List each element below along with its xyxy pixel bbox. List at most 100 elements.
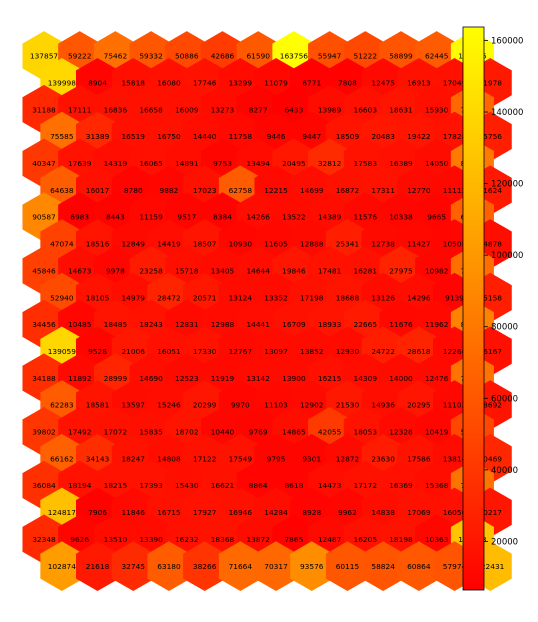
hex-value-label: 12475 bbox=[371, 78, 395, 87]
hex-value-label: 34456 bbox=[32, 320, 56, 329]
hex-value-label: 10338 bbox=[389, 213, 413, 222]
hex-value-label: 14699 bbox=[300, 186, 324, 195]
hex-value-label: 12767 bbox=[229, 347, 253, 356]
hex-value-label: 28472 bbox=[157, 293, 181, 302]
hex-value-label: 18631 bbox=[389, 105, 413, 114]
hex-value-label: 18105 bbox=[86, 293, 110, 302]
hex-value-label: 16913 bbox=[407, 78, 431, 87]
hex-value-label: 21624 bbox=[478, 186, 502, 195]
hex-value-label: 12902 bbox=[300, 401, 324, 410]
hex-value-label: 17122 bbox=[193, 454, 217, 463]
hex-value-label: 16009 bbox=[175, 105, 199, 114]
hex-value-label: 14266 bbox=[246, 213, 270, 222]
hex-value-label: 8443 bbox=[106, 213, 125, 222]
hex-value-label: 90587 bbox=[32, 213, 56, 222]
hex-value-label: 14389 bbox=[318, 213, 342, 222]
hex-value-label: 137857 bbox=[30, 52, 59, 61]
hex-value-label: 11892 bbox=[68, 374, 92, 383]
hex-value-label: 47074 bbox=[50, 240, 74, 249]
hex-value-label: 12988 bbox=[211, 320, 235, 329]
hex-value-label: 38266 bbox=[193, 562, 217, 571]
hex-value-label: 13390 bbox=[139, 535, 163, 544]
hex-value-label: 14808 bbox=[157, 454, 181, 463]
hex-value-label: 14473 bbox=[318, 481, 342, 490]
hex-value-label: 9446 bbox=[267, 132, 286, 141]
hex-value-label: 17586 bbox=[407, 454, 431, 463]
hex-value-label: 14440 bbox=[193, 132, 217, 141]
hex-value-label: 18516 bbox=[86, 240, 110, 249]
hex-value-label: 13494 bbox=[246, 159, 270, 168]
hex-value-label: 28999 bbox=[104, 374, 128, 383]
hex-value-label: 57974 bbox=[443, 562, 467, 571]
hex-value-label: 50886 bbox=[175, 52, 199, 61]
hex-value-label: 16167 bbox=[478, 347, 502, 356]
colorbar-tick-label: 100000 bbox=[491, 251, 523, 261]
hex-value-label: 21530 bbox=[336, 401, 360, 410]
hex-value-label: 18368 bbox=[211, 535, 235, 544]
hex-value-label: 9139 bbox=[445, 293, 464, 302]
hex-value-label: 16836 bbox=[104, 105, 128, 114]
hex-value-label: 18507 bbox=[193, 240, 217, 249]
hex-value-label: 25341 bbox=[336, 240, 360, 249]
hex-value-label: 13124 bbox=[229, 293, 253, 302]
hex-value-label: 12738 bbox=[371, 240, 395, 249]
hex-value-label: 139059 bbox=[48, 347, 77, 356]
hex-value-label: 59332 bbox=[139, 52, 163, 61]
hex-value-label: 17481 bbox=[318, 266, 342, 275]
hex-value-label: 6983 bbox=[70, 213, 89, 222]
hex-value-label: 15930 bbox=[425, 105, 449, 114]
hex-value-label: 14441 bbox=[246, 320, 270, 329]
hex-value-label: 10419 bbox=[425, 428, 449, 437]
hex-value-label: 18581 bbox=[86, 401, 110, 410]
hex-value-label: 70317 bbox=[264, 562, 288, 571]
hex-value-label: 16872 bbox=[336, 186, 360, 195]
hex-value-label: 21618 bbox=[86, 562, 110, 571]
hex-value-label: 58899 bbox=[389, 52, 413, 61]
hex-value-label: 15718 bbox=[175, 266, 199, 275]
hex-value-label: 13273 bbox=[211, 105, 235, 114]
hex-value-label: 19846 bbox=[282, 266, 306, 275]
hex-value-label: 17492 bbox=[68, 428, 92, 437]
hex-value-label: 14838 bbox=[371, 508, 395, 517]
hex-value-label: 16658 bbox=[139, 105, 163, 114]
hex-value-label: 14309 bbox=[354, 374, 378, 383]
hex-value-label: 16051 bbox=[157, 347, 181, 356]
hex-value-label: 15835 bbox=[139, 428, 163, 437]
hex-value-label: 14644 bbox=[246, 266, 270, 275]
hex-value-label: 21006 bbox=[121, 347, 145, 356]
hex-value-label: 12476 bbox=[425, 374, 449, 383]
hex-value-label: 8864 bbox=[249, 481, 268, 490]
hex-value-label: 16065 bbox=[139, 159, 163, 168]
hex-value-label: 23630 bbox=[371, 454, 395, 463]
hex-value-label: 61590 bbox=[246, 52, 270, 61]
hex-value-label: 16056 bbox=[443, 508, 467, 517]
hex-value-label: 13900 bbox=[282, 374, 306, 383]
hex-value-label: 9978 bbox=[106, 266, 125, 275]
hex-value-labels: 137857 59222 75462 59332 50886 42686 61590 1637… bbox=[30, 52, 505, 571]
colorbar-tick-label: 40000 bbox=[491, 466, 518, 476]
hex-value-label: 71664 bbox=[229, 562, 253, 571]
hex-value-label: 12930 bbox=[336, 347, 360, 356]
colorbar-tick-label: 20000 bbox=[491, 537, 518, 547]
hex-value-label: 139998 bbox=[48, 78, 77, 87]
hex-value-label: 13814 bbox=[443, 454, 467, 463]
hex-value-label: 8780 bbox=[124, 186, 143, 195]
hex-value-label: 13126 bbox=[371, 293, 395, 302]
hex-value-label: 18702 bbox=[175, 428, 199, 437]
hex-value-label: 10440 bbox=[211, 428, 235, 437]
hex-value-label: 13352 bbox=[264, 293, 288, 302]
hex-value-label: 102874 bbox=[48, 562, 77, 571]
hex-value-label: 34188 bbox=[32, 374, 56, 383]
hex-value-label: 7808 bbox=[338, 78, 357, 87]
hex-value-label: 17023 bbox=[193, 186, 217, 195]
hex-value-label: 13852 bbox=[300, 347, 324, 356]
hex-value-label: 62283 bbox=[50, 401, 74, 410]
hex-value-label: 20571 bbox=[193, 293, 217, 302]
hex-value-label: 14319 bbox=[104, 159, 128, 168]
hex-value-label: 17393 bbox=[139, 481, 163, 490]
hex-value-label: 60864 bbox=[407, 562, 431, 571]
hex-value-label: 64638 bbox=[50, 186, 74, 195]
hex-value-label: 8904 bbox=[88, 78, 107, 87]
hex-value-label: 18688 bbox=[336, 293, 360, 302]
hex-value-label: 7865 bbox=[284, 535, 303, 544]
